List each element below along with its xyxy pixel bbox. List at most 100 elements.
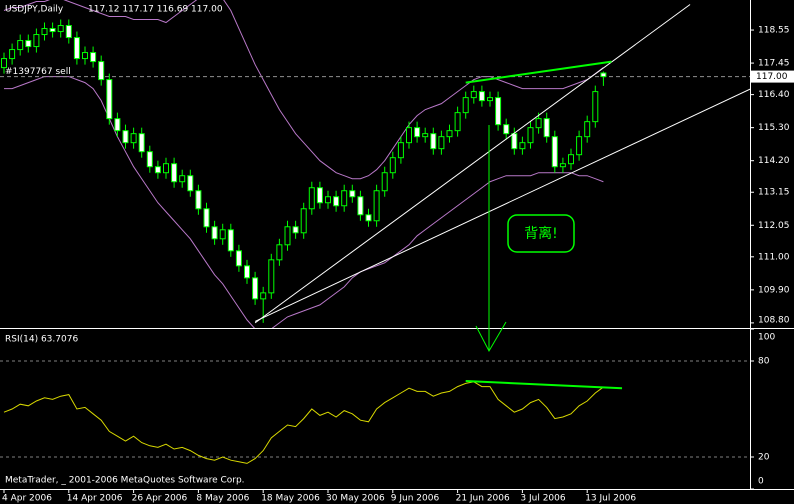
x-tick-label: 14 Apr 2006 bbox=[67, 494, 123, 504]
candle-body bbox=[470, 91, 477, 99]
x-tick-label: 4 Apr 2006 bbox=[2, 494, 52, 504]
candle-body bbox=[252, 277, 259, 300]
y-tick-label: 114.20 bbox=[758, 156, 790, 166]
candle-body bbox=[430, 133, 437, 150]
candle-body bbox=[495, 97, 502, 126]
candle-body bbox=[268, 259, 275, 294]
candle-body bbox=[171, 163, 178, 183]
candle-body bbox=[292, 226, 299, 234]
candle-body bbox=[478, 91, 485, 102]
y-tick-label: 80 bbox=[758, 357, 770, 367]
candle-body bbox=[511, 133, 518, 150]
y-tick-label: 111.00 bbox=[758, 252, 790, 262]
candle-body bbox=[195, 190, 202, 210]
annotation: 背离! bbox=[524, 225, 558, 242]
x-tick-label: 21 Jun 2006 bbox=[456, 494, 510, 504]
candle-body bbox=[138, 133, 145, 153]
candle-body bbox=[98, 61, 105, 81]
band-line bbox=[3, 0, 604, 180]
candle-body bbox=[600, 72, 607, 78]
candle-body bbox=[357, 196, 364, 216]
candle-body bbox=[65, 25, 72, 39]
y-tick-label: 115.30 bbox=[758, 123, 790, 133]
annotation-box bbox=[507, 214, 575, 253]
footer: MetaTrader, _ 2001-2006 MetaQuotes Softw… bbox=[5, 476, 245, 486]
candle-body bbox=[82, 52, 88, 60]
candle-body bbox=[543, 118, 550, 138]
x-tick-label: 26 Apr 2006 bbox=[132, 494, 188, 504]
candle-body bbox=[406, 127, 412, 144]
candle-body bbox=[316, 187, 323, 204]
y-tick-label: 108.80 bbox=[758, 316, 790, 326]
y-tick-label: 20 bbox=[758, 453, 770, 463]
arrow-head bbox=[475, 321, 507, 353]
y-tick-label: 112.05 bbox=[758, 221, 790, 231]
candle-body bbox=[219, 229, 226, 240]
candle-body bbox=[33, 34, 40, 48]
candle-body bbox=[179, 175, 186, 183]
candle-body bbox=[227, 229, 234, 252]
candle-body bbox=[397, 142, 404, 159]
candle-body bbox=[592, 91, 599, 123]
candle-body bbox=[341, 190, 348, 207]
candle-body bbox=[519, 142, 526, 150]
candle-body bbox=[41, 28, 48, 36]
candle-body bbox=[276, 244, 283, 261]
candle-body bbox=[389, 157, 396, 174]
candle-body bbox=[73, 37, 80, 60]
candle-body bbox=[325, 196, 331, 204]
candle-body bbox=[49, 28, 56, 33]
candle-body bbox=[9, 49, 16, 60]
candle-body bbox=[414, 127, 421, 138]
candle-body bbox=[503, 124, 510, 135]
x-tick-label: 13 Jul 2006 bbox=[585, 494, 636, 504]
candle-body bbox=[235, 250, 242, 267]
candle-body bbox=[260, 292, 267, 300]
candle-body bbox=[244, 265, 250, 279]
price-box-label: 117.00 bbox=[756, 72, 788, 82]
x-tick-label: 9 Jun 2006 bbox=[391, 494, 440, 504]
band-line bbox=[4, 76, 604, 328]
candle-body bbox=[163, 163, 169, 174]
candle-body bbox=[381, 172, 388, 192]
price-box bbox=[751, 70, 794, 83]
candle-body bbox=[1, 58, 7, 69]
candle-body bbox=[584, 121, 591, 138]
candle-body bbox=[17, 40, 24, 51]
candle-body bbox=[114, 118, 121, 132]
candle-body bbox=[203, 208, 210, 228]
ohlc-label: 117.12 117.17 116.69 117.00 bbox=[88, 5, 223, 15]
candle-body bbox=[130, 133, 137, 144]
candle-body bbox=[300, 208, 307, 234]
rsi-line bbox=[3, 381, 604, 464]
price-panel: #1397767 sell bbox=[0, 0, 750, 328]
y-tick-label: 100 bbox=[758, 333, 775, 343]
x-tick-label: 3 Jul 2006 bbox=[520, 494, 565, 504]
candle-body bbox=[57, 25, 64, 33]
candle-body bbox=[146, 151, 153, 168]
candle-body bbox=[106, 79, 113, 120]
chart-title: USDJPY,Daily bbox=[5, 5, 64, 15]
candle-body bbox=[568, 154, 574, 165]
candle-body bbox=[122, 130, 129, 144]
candle-body bbox=[373, 190, 380, 222]
candle-body bbox=[535, 118, 542, 129]
y-tick-label: 0 bbox=[758, 477, 764, 487]
trend-line bbox=[254, 88, 750, 322]
candle-body bbox=[349, 190, 356, 198]
candle-body bbox=[187, 175, 194, 192]
y-tick-label: 113.15 bbox=[758, 188, 790, 198]
rsi-panel bbox=[0, 360, 750, 464]
candle-body bbox=[90, 52, 97, 63]
y-tick-label: 116.40 bbox=[758, 90, 790, 100]
rsi-title: RSI(14) 63.7076 bbox=[5, 335, 78, 345]
candle-body bbox=[446, 130, 453, 138]
y-tick-label: 117.45 bbox=[758, 59, 790, 69]
candle-body bbox=[308, 187, 315, 210]
x-tick-label: 18 May 2006 bbox=[261, 494, 320, 504]
candle-body bbox=[211, 226, 218, 240]
trend-line bbox=[465, 60, 612, 84]
